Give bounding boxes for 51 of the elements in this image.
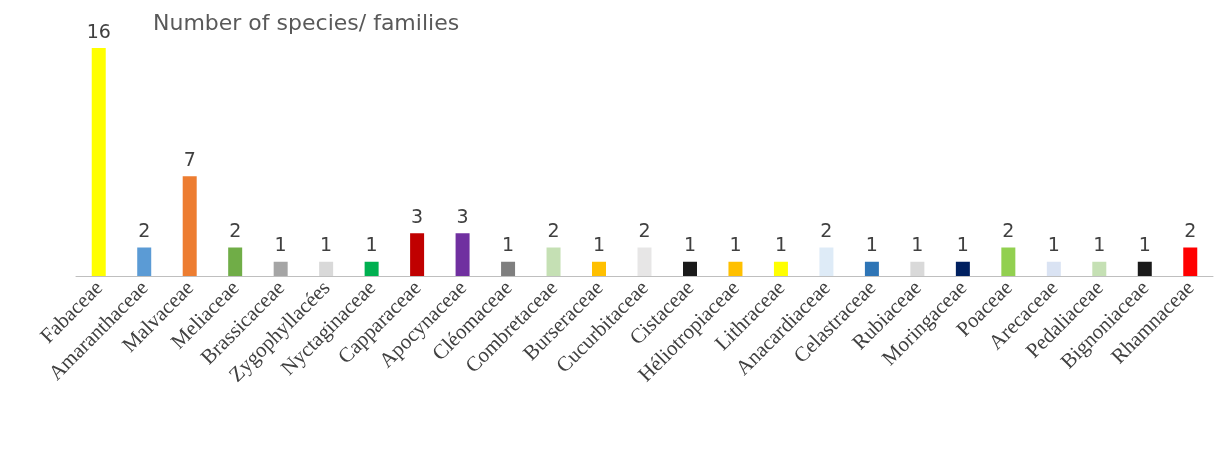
bar [682, 261, 697, 276]
bar [364, 261, 379, 276]
bar [546, 247, 561, 276]
data-label: 1 [729, 233, 742, 256]
data-label: 1 [592, 233, 606, 256]
data-label: 1 [320, 233, 333, 256]
bar [91, 48, 106, 276]
bar [501, 261, 516, 276]
data-label: 2 [229, 219, 242, 241]
bar [137, 247, 152, 276]
bar [864, 261, 879, 276]
data-label: 2 [638, 219, 651, 241]
data-label: 1 [365, 233, 378, 256]
bar [637, 247, 652, 276]
bar [1183, 247, 1198, 276]
chart-title: Number of species/ families [153, 9, 460, 35]
data-label: 1 [1047, 233, 1060, 256]
data-label: 1 [865, 233, 878, 256]
bar [955, 261, 970, 276]
data-label: 2 [547, 219, 560, 241]
bar [410, 233, 425, 276]
bar [273, 261, 288, 276]
data-label: 7 [183, 147, 196, 170]
data-label: 1 [956, 233, 969, 256]
data-label: 1 [274, 233, 287, 256]
data-label: 1 [502, 233, 515, 256]
data-label: 1 [1093, 233, 1106, 256]
bar [773, 261, 788, 276]
data-label: 2 [1002, 219, 1015, 241]
bar [592, 261, 607, 276]
bar [1046, 261, 1061, 276]
data-label: 16 [86, 19, 111, 42]
bar [1137, 261, 1152, 276]
data-label: 2 [820, 219, 833, 241]
bar [182, 176, 197, 276]
data-label: 1 [911, 233, 924, 256]
data-label: 1 [1138, 233, 1151, 256]
data-label: 1 [683, 233, 697, 256]
data-label: 3 [456, 204, 469, 227]
bar [728, 261, 743, 276]
data-label: 3 [411, 204, 424, 227]
bar [228, 247, 243, 276]
data-label: 2 [1184, 219, 1197, 241]
bar [910, 261, 925, 276]
bar [319, 261, 334, 276]
data-label: 2 [138, 219, 151, 241]
bar [1001, 247, 1016, 276]
data-label: 1 [774, 233, 787, 256]
bar [1092, 261, 1107, 276]
bar [819, 247, 834, 276]
bar [455, 233, 470, 276]
